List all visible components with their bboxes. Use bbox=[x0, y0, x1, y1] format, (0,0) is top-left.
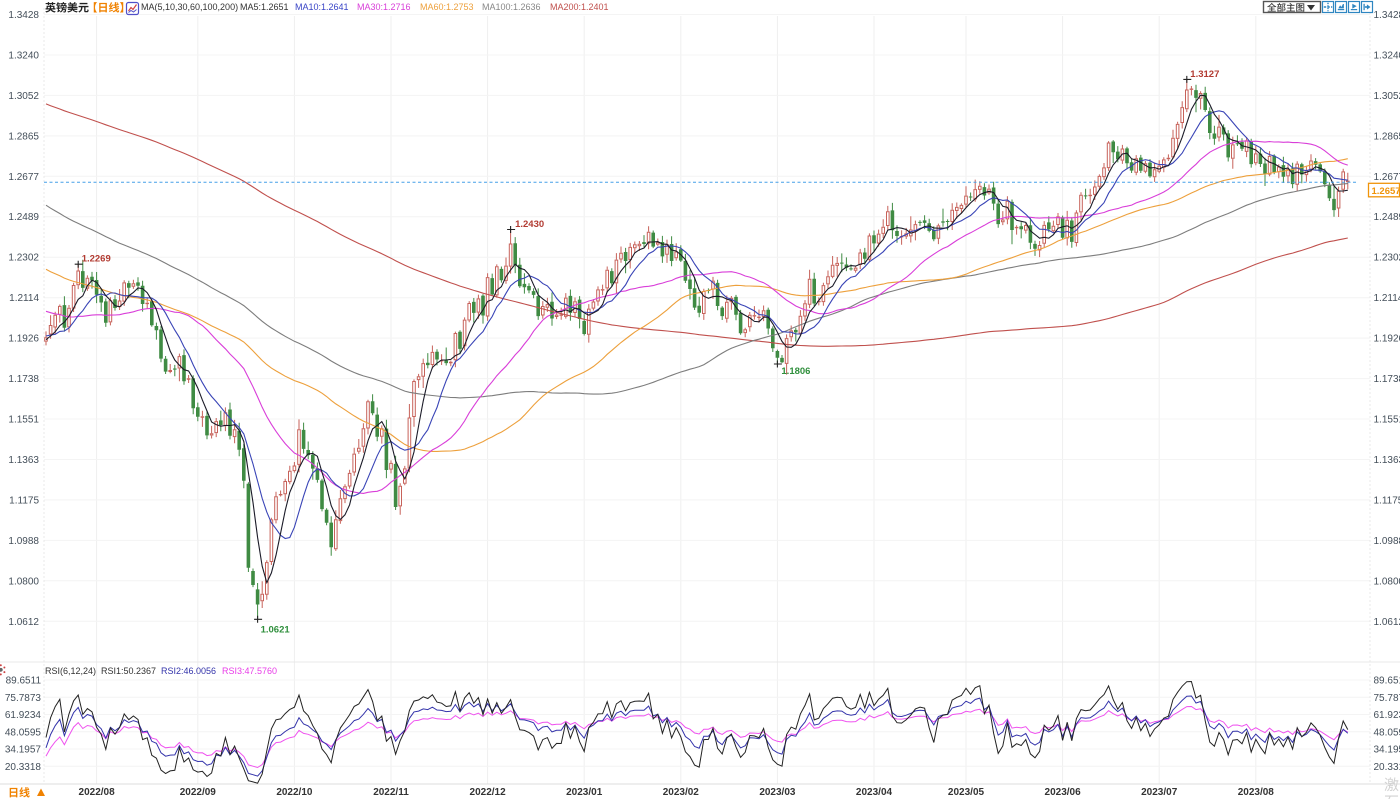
svg-text:1.2302: 1.2302 bbox=[8, 253, 39, 264]
svg-text:MA60:1.2753: MA60:1.2753 bbox=[420, 2, 474, 12]
svg-text:1.1175: 1.1175 bbox=[1374, 495, 1400, 506]
svg-text:1.0988: 1.0988 bbox=[8, 536, 39, 547]
svg-text:34.1957: 34.1957 bbox=[5, 745, 42, 756]
svg-text:20.3318: 20.3318 bbox=[1374, 762, 1400, 773]
svg-text:RSI3:47.5760: RSI3:47.5760 bbox=[222, 666, 277, 676]
svg-text:48.0595: 48.0595 bbox=[5, 727, 42, 738]
svg-text:RSI2:46.0056: RSI2:46.0056 bbox=[161, 666, 216, 676]
svg-text:1.0988: 1.0988 bbox=[1374, 536, 1400, 547]
svg-text:1.3240: 1.3240 bbox=[8, 51, 39, 62]
svg-text:MA(5,10,30,60,100,200): MA(5,10,30,60,100,200) bbox=[141, 2, 238, 12]
svg-text:1.2489: 1.2489 bbox=[1374, 212, 1400, 223]
svg-text:1.3127: 1.3127 bbox=[1190, 69, 1219, 80]
svg-text:2023/03: 2023/03 bbox=[759, 787, 796, 798]
svg-text:2023/01: 2023/01 bbox=[566, 787, 603, 798]
svg-text:2022/08: 2022/08 bbox=[79, 787, 116, 798]
svg-text:2023/02: 2023/02 bbox=[663, 787, 700, 798]
svg-text:MA100:1.2636: MA100:1.2636 bbox=[482, 2, 541, 12]
svg-text:1.2114: 1.2114 bbox=[1374, 293, 1400, 304]
svg-text:61.9234: 61.9234 bbox=[1374, 710, 1400, 721]
svg-text:2023/05: 2023/05 bbox=[948, 787, 985, 798]
svg-text:MA30:1.2716: MA30:1.2716 bbox=[357, 2, 411, 12]
svg-text:89.6511: 89.6511 bbox=[1374, 676, 1400, 687]
svg-text:1.1806: 1.1806 bbox=[781, 366, 810, 377]
svg-text:61.9234: 61.9234 bbox=[5, 710, 42, 721]
svg-text:1.0612: 1.0612 bbox=[8, 617, 39, 628]
svg-text:MA5:1.2651: MA5:1.2651 bbox=[240, 2, 289, 12]
svg-text:1.3428: 1.3428 bbox=[1374, 10, 1400, 21]
svg-text:1.0800: 1.0800 bbox=[1374, 576, 1400, 587]
svg-text:1.1738: 1.1738 bbox=[8, 374, 39, 385]
svg-text:1.2430: 1.2430 bbox=[515, 219, 544, 230]
svg-text:2023/06: 2023/06 bbox=[1045, 787, 1082, 798]
svg-text:1.2489: 1.2489 bbox=[8, 212, 39, 223]
svg-text:2023/04: 2023/04 bbox=[856, 787, 893, 798]
svg-text:1.3240: 1.3240 bbox=[1374, 51, 1400, 62]
svg-text:1.2269: 1.2269 bbox=[82, 254, 111, 265]
svg-text:1.2302: 1.2302 bbox=[1374, 253, 1400, 264]
svg-text:1.2657: 1.2657 bbox=[1372, 186, 1400, 197]
svg-text:1.1551: 1.1551 bbox=[1374, 415, 1400, 426]
svg-text:1.1175: 1.1175 bbox=[9, 495, 39, 506]
svg-text:75.7873: 75.7873 bbox=[1374, 693, 1400, 704]
svg-text:75.7873: 75.7873 bbox=[5, 693, 42, 704]
svg-text:1.0621: 1.0621 bbox=[261, 624, 291, 635]
svg-text:MA200:1.2401: MA200:1.2401 bbox=[550, 2, 609, 12]
svg-text:1.0612: 1.0612 bbox=[1374, 617, 1400, 628]
svg-text:2023/08: 2023/08 bbox=[1238, 787, 1275, 798]
svg-text:89.6511: 89.6511 bbox=[6, 676, 42, 687]
svg-text:1.2677: 1.2677 bbox=[8, 172, 39, 183]
svg-text:20.3318: 20.3318 bbox=[5, 762, 42, 773]
svg-text:1.0800: 1.0800 bbox=[8, 576, 39, 587]
svg-text:48.0595: 48.0595 bbox=[1374, 727, 1400, 738]
svg-text:1.2865: 1.2865 bbox=[1374, 131, 1400, 142]
svg-text:2022/09: 2022/09 bbox=[180, 787, 217, 798]
svg-text:2022/10: 2022/10 bbox=[276, 787, 313, 798]
svg-text:MA10:1.2641: MA10:1.2641 bbox=[295, 2, 349, 12]
svg-text:2023/07: 2023/07 bbox=[1141, 787, 1178, 798]
svg-text:RSI(6,12,24): RSI(6,12,24) bbox=[45, 666, 96, 676]
svg-text:2022/11: 2022/11 bbox=[373, 787, 409, 798]
svg-text:1.1551: 1.1551 bbox=[8, 415, 39, 426]
svg-text:RSI1:50.2367: RSI1:50.2367 bbox=[101, 666, 156, 676]
svg-text:1.1926: 1.1926 bbox=[8, 334, 39, 345]
svg-text:1.2865: 1.2865 bbox=[8, 131, 39, 142]
svg-text:34.1957: 34.1957 bbox=[1374, 745, 1400, 756]
svg-text:1.3052: 1.3052 bbox=[8, 91, 39, 102]
svg-text:1.3428: 1.3428 bbox=[8, 10, 39, 21]
svg-text:2022/12: 2022/12 bbox=[470, 787, 507, 798]
svg-text:1.1363: 1.1363 bbox=[1374, 455, 1400, 466]
svg-text:1.1926: 1.1926 bbox=[1374, 334, 1400, 345]
svg-text:1.1363: 1.1363 bbox=[8, 455, 39, 466]
svg-text:1.3052: 1.3052 bbox=[1374, 91, 1400, 102]
svg-text:1.2114: 1.2114 bbox=[9, 293, 39, 304]
svg-text:1.2677: 1.2677 bbox=[1374, 172, 1400, 183]
svg-text:1.1738: 1.1738 bbox=[1374, 374, 1400, 385]
